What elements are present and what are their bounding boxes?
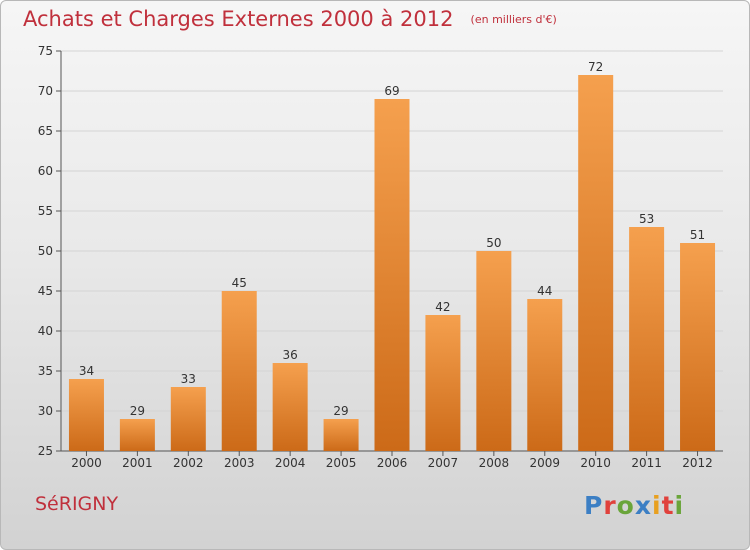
bar-2010: [578, 75, 614, 451]
data-label-2010: 72: [588, 60, 603, 74]
bar-2004: [272, 363, 308, 451]
data-label-2007: 42: [435, 300, 450, 314]
ytick-label-70: 70: [38, 84, 53, 98]
proxiti-logo[interactable]: Proxiti: [584, 491, 684, 520]
bar-2006: [374, 99, 410, 451]
xtick-label-2004: 2004: [275, 456, 306, 470]
logo-letter: t: [661, 491, 675, 520]
xtick-label-2002: 2002: [173, 456, 204, 470]
xtick-label-2011: 2011: [631, 456, 662, 470]
commune-name: SéRIGNY: [35, 493, 119, 515]
logo-letter: o: [616, 491, 635, 520]
data-label-2012: 51: [690, 228, 705, 242]
data-labels: 34 29 33 45 36 29 69 42 50 44 72 53 51: [79, 60, 705, 418]
logo-letter: r: [603, 491, 617, 520]
data-label-2008: 50: [486, 236, 501, 250]
xtick-label-2008: 2008: [479, 456, 510, 470]
bar-2011: [629, 227, 665, 451]
ytick-label-30: 30: [38, 404, 53, 418]
bar-2008: [476, 251, 512, 451]
xtick-label-2012: 2012: [682, 456, 713, 470]
ytick-label-75: 75: [38, 44, 53, 58]
ytick-label-25: 25: [38, 444, 53, 458]
logo-letter: i: [674, 491, 685, 520]
bar-2001: [119, 419, 155, 451]
data-label-2001: 29: [130, 404, 145, 418]
bar-2003: [221, 291, 257, 451]
data-label-2002: 33: [181, 372, 196, 386]
xtick-label-2009: 2009: [529, 456, 560, 470]
xtick-label-2000: 2000: [71, 456, 102, 470]
data-label-2000: 34: [79, 364, 94, 378]
title-row: Achats et Charges Externes 2000 à 2012 (…: [23, 7, 557, 31]
data-label-2011: 53: [639, 212, 654, 226]
data-label-2003: 45: [232, 276, 247, 290]
bar-2009: [527, 299, 563, 451]
logo-letter: i: [652, 491, 662, 520]
bar-2000: [68, 379, 104, 451]
bar-2007: [425, 315, 461, 451]
bar-2002: [170, 387, 206, 451]
bars: [68, 75, 716, 451]
bar-2012: [680, 243, 716, 451]
data-label-2005: 29: [333, 404, 348, 418]
bar-2005: [323, 419, 359, 451]
ytick-label-50: 50: [38, 244, 53, 258]
logo-letter: x: [634, 491, 652, 520]
logo-letter: P: [584, 491, 604, 520]
xtick-label-2010: 2010: [580, 456, 611, 470]
data-label-2006: 69: [384, 84, 399, 98]
chart-unit: (en milliers d'€): [470, 13, 557, 26]
data-label-2004: 36: [283, 348, 298, 362]
ytick-label-40: 40: [38, 324, 53, 338]
ytick-label-65: 65: [38, 124, 53, 138]
xtick-label-2006: 2006: [377, 456, 408, 470]
xtick-label-2007: 2007: [428, 456, 459, 470]
xtick-label-2001: 2001: [122, 456, 153, 470]
xtick-label-2005: 2005: [326, 456, 357, 470]
ytick-label-35: 35: [38, 364, 53, 378]
xtick-label-2003: 2003: [224, 456, 255, 470]
ytick-label-60: 60: [38, 164, 53, 178]
chart-title: Achats et Charges Externes 2000 à 2012: [23, 7, 454, 31]
data-label-2009: 44: [537, 284, 552, 298]
ytick-label-45: 45: [38, 284, 53, 298]
ytick-label-55: 55: [38, 204, 53, 218]
